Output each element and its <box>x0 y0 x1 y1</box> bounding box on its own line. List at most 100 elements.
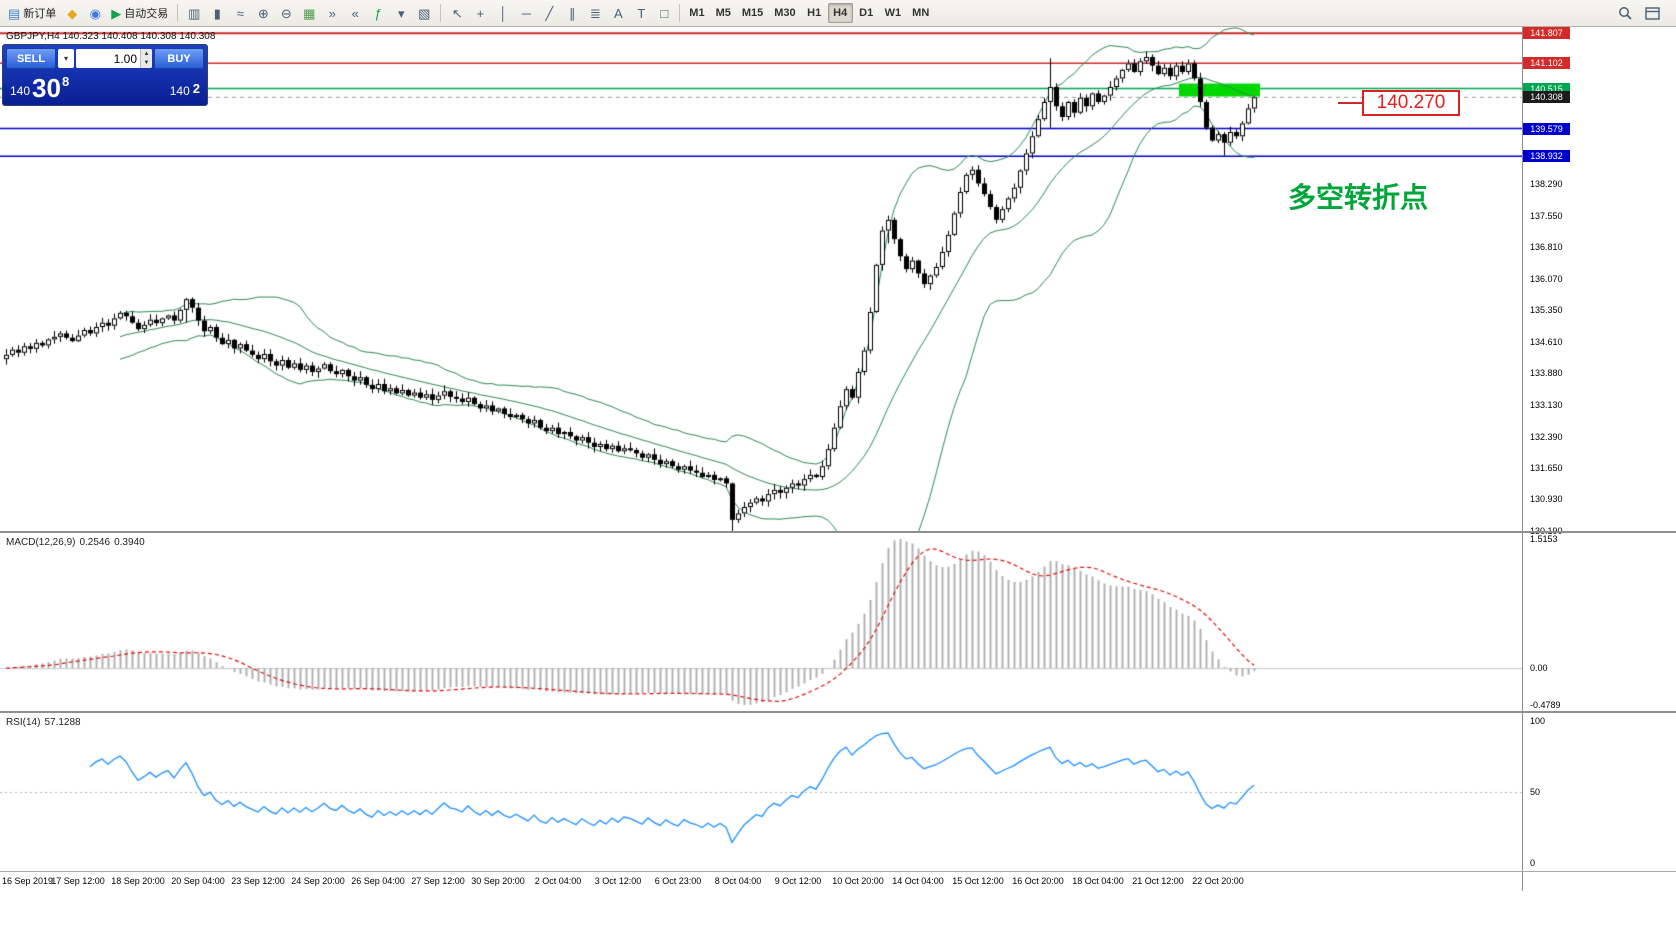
metaeditor-icon: ◆ <box>67 5 78 21</box>
templates-icon: ▧ <box>418 5 431 21</box>
timeframe-button-m30[interactable]: M30 <box>774 7 796 19</box>
search-button[interactable] <box>1614 2 1637 24</box>
price-axis-tick: 136.810 <box>1530 242 1563 253</box>
bar-chart-button[interactable]: ▥ <box>183 2 205 24</box>
cursor-button[interactable]: ↖ <box>446 2 468 24</box>
cursor-icon: ↖ <box>451 5 463 21</box>
timeframe-button-m5[interactable]: M5 <box>715 7 731 19</box>
price-axis-tick: 133.880 <box>1530 367 1563 378</box>
fibonacci-icon: ≣ <box>589 5 601 21</box>
horizontal-line-icon: ─ <box>521 5 531 21</box>
price-axis-tick: 136.070 <box>1530 274 1563 284</box>
timeframe-toolbar: M1 M5 M15 M30 H1 H4 D1 W1 MN <box>684 3 934 23</box>
price-chart-canvas[interactable] <box>0 27 1522 531</box>
rsi-panel: 100 50 0 RSI(14) 57.1288 <box>0 713 1676 871</box>
timeframe-button-m15[interactable]: M15 <box>741 7 764 19</box>
equidistant-channel-icon: ∥ <box>569 5 576 21</box>
turning-point-label[interactable]: 多空转折点 <box>1288 182 1429 213</box>
chart-shift-button[interactable]: « <box>344 2 366 24</box>
auto-trading-button-label: 自动交易 <box>124 8 169 20</box>
timeframe-button-m1[interactable]: M1 <box>689 7 705 19</box>
community-icon: ◉ <box>89 5 101 21</box>
timeframe-button-h4[interactable]: H4 <box>827 3 853 23</box>
volume-dropdown[interactable]: ▾ <box>58 49 74 68</box>
volume-spinner-down[interactable]: ▼ <box>140 58 152 68</box>
time-axis-label: 6 Oct 23:00 <box>654 876 702 886</box>
panel-separator[interactable] <box>0 871 1676 872</box>
auto-scroll-button[interactable]: » <box>321 2 343 24</box>
zoom-out-button[interactable]: ⊖ <box>275 2 297 24</box>
time-axis-label: 30 Sep 20:00 <box>471 876 525 886</box>
time-axis-label: 22 Oct 20:00 <box>1192 876 1244 886</box>
horizontal-line-button[interactable]: ─ <box>515 2 537 24</box>
volume-spinner: ▲ ▼ <box>140 49 152 68</box>
macd-canvas[interactable] <box>0 533 1522 711</box>
panel-separator[interactable] <box>0 711 1676 713</box>
new-order-icon: ▤ <box>8 5 21 21</box>
sell-button[interactable]: SELL <box>6 48 56 69</box>
indicators-button[interactable]: ƒ <box>367 2 389 24</box>
time-axis-label: 2 Oct 04:00 <box>534 876 582 886</box>
timeframe-button-d1[interactable]: D1 <box>859 7 874 19</box>
price-axis-tick: 134.610 <box>1530 336 1563 347</box>
price-annotation-box[interactable]: 140.270 <box>1362 90 1460 116</box>
text-button[interactable]: A <box>607 2 629 24</box>
candlestick-chart-button[interactable]: ▮ <box>206 2 228 24</box>
text-label-button[interactable]: T <box>630 2 652 24</box>
price-axis-tick: 135.350 <box>1530 304 1563 315</box>
one-click-trading-widget: SELL ▾ ▲ ▼ BUY 140 30 8 <box>2 44 208 106</box>
zoom-in-icon: ⊕ <box>257 5 269 21</box>
vertical-line-button[interactable]: │ <box>492 2 514 24</box>
vertical-line-icon: │ <box>499 5 508 21</box>
time-axis-label: 27 Sep 12:00 <box>411 876 465 886</box>
time-axis-label: 16 Sep 2019 <box>2 876 54 886</box>
crosshair-icon: + <box>476 5 485 21</box>
trendline-icon: ╱ <box>545 5 554 21</box>
price-axis-tick: 132.390 <box>1530 431 1563 442</box>
window-layout-icon <box>1645 6 1660 20</box>
auto-scroll-icon: » <box>328 5 336 21</box>
tile-windows-button[interactable]: ▦ <box>298 2 320 24</box>
periods-dropdown[interactable]: ▾ <box>390 2 412 24</box>
panel-separator[interactable] <box>0 531 1676 533</box>
fibonacci-button[interactable]: ≣ <box>584 2 606 24</box>
macd-scale-label: 0.00 <box>1530 663 1548 674</box>
price-axis-tick: 131.650 <box>1530 463 1563 474</box>
time-axis-label: 14 Oct 04:00 <box>892 876 944 886</box>
new-order-button-label: 新订单 <box>23 8 57 20</box>
axis-border <box>1522 27 1523 891</box>
auto-trading-button[interactable]: ▶ 自动交易 <box>107 2 172 24</box>
new-order-button[interactable]: ▤ 新订单 <box>4 2 60 24</box>
metaeditor-button[interactable]: ◆ <box>61 2 83 24</box>
line-chart-button[interactable]: ≈ <box>229 2 251 24</box>
community-button[interactable]: ◉ <box>84 2 106 24</box>
toolbar-separator <box>440 4 442 22</box>
window-layout-button[interactable] <box>1641 2 1664 24</box>
price-axis-tick: 133.130 <box>1530 400 1563 410</box>
time-axis[interactable]: 16 Sep 2019 17 Sep 12:00 18 Sep 20:00 20 Se… <box>0 872 1676 892</box>
volume-input[interactable] <box>76 49 140 68</box>
text-label-icon: T <box>637 5 646 21</box>
rsi-canvas[interactable] <box>0 713 1522 871</box>
timeframe-button-w1[interactable]: W1 <box>884 7 902 19</box>
rsi-value: 57.1288 <box>44 717 81 728</box>
sell-price-frac: 8 <box>61 74 70 89</box>
timeframe-button-h1[interactable]: H1 <box>807 7 822 19</box>
zoom-in-button[interactable]: ⊕ <box>252 2 274 24</box>
templates-dropdown[interactable]: ▧ <box>413 2 435 24</box>
shapes-dropdown[interactable]: □ <box>653 2 675 24</box>
equidistant-channel-button[interactable]: ∥ <box>561 2 583 24</box>
volume-spinner-up[interactable]: ▲ <box>140 49 152 59</box>
crosshair-button[interactable]: + <box>469 2 491 24</box>
price-axis-tick: 137.550 <box>1530 210 1563 221</box>
price-level-label: 141.807 <box>1523 27 1570 40</box>
trendline-button[interactable]: ╱ <box>538 2 560 24</box>
toolbar-right-group <box>1614 2 1672 24</box>
search-icon <box>1619 6 1632 20</box>
buy-price-frac: 2 <box>192 81 200 96</box>
timeframe-button-mn[interactable]: MN <box>912 7 930 19</box>
rsi-scale-label: 0 <box>1530 858 1536 868</box>
price-level-label: 138.932 <box>1523 150 1570 163</box>
sell-price-pips: 30 <box>32 73 61 103</box>
buy-button[interactable]: BUY <box>154 48 204 69</box>
